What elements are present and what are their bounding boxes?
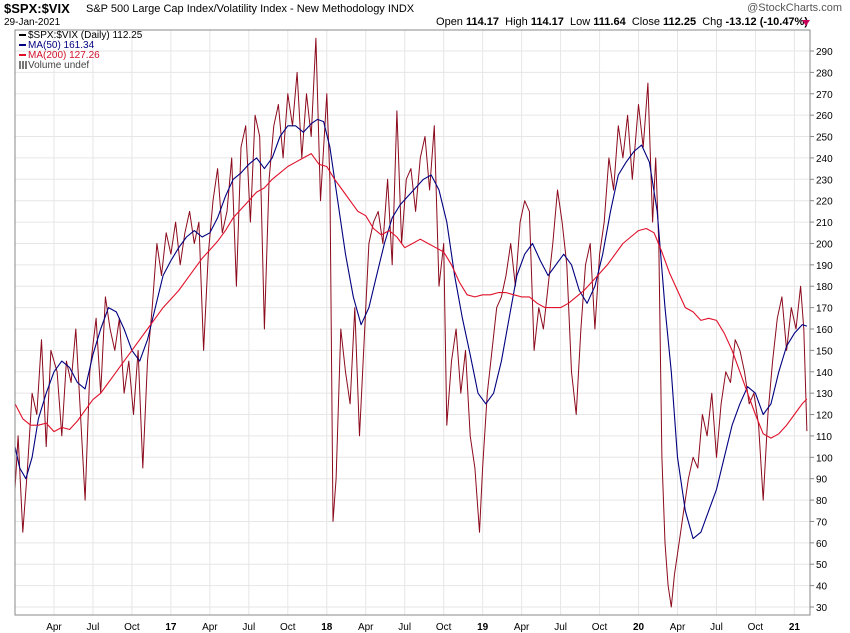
x-axis: Apr Jul Oct 17 Apr Jul Oct 18 Apr Jul Oct 19 Apr Jul O… (46, 622, 800, 633)
x-tick-label: 21 (789, 622, 801, 633)
x-tick-label: Jul (87, 622, 100, 633)
x-tick-label: Jul (242, 622, 255, 633)
y-tick-label: 70 (816, 517, 828, 528)
ohlc-readout: Open 114.17 High 114.17 Low 111.64 Close… (436, 16, 808, 28)
y-axis: 30 40 50 60 70 80 90 100 110 120 130 140 150 160 170 18… (810, 47, 833, 614)
x-tick-label: Oct (280, 622, 296, 633)
open-value: 114.17 (466, 16, 500, 28)
x-tick-label: 19 (477, 622, 489, 633)
y-tick-label: 170 (816, 304, 833, 315)
high-label: High (505, 16, 528, 28)
y-tick-label: 100 (816, 453, 833, 464)
y-tick-label: 80 (816, 496, 828, 507)
x-tick-label: Jul (398, 622, 411, 633)
x-tick-label: 18 (321, 622, 333, 633)
y-tick-label: 110 (816, 432, 832, 443)
ma50-line (14, 118, 808, 540)
series-lines (14, 37, 808, 608)
y-tick-label: 140 (816, 368, 833, 379)
y-tick-label: 160 (816, 325, 833, 336)
x-tick-label: Apr (202, 622, 218, 633)
chg-value: -13.12 (-10.47%) (725, 16, 808, 28)
y-tick-label: 230 (816, 175, 833, 186)
legend-price-label: $SPX:$VIX (Daily) 112.25 (28, 30, 143, 41)
y-tick-label: 150 (816, 346, 833, 357)
ma200-line (14, 153, 808, 439)
x-tick-label: Apr (358, 622, 374, 633)
plot-frame (14, 29, 811, 616)
x-tick-label: Oct (592, 622, 608, 633)
y-tick-label: 260 (816, 111, 833, 122)
open-label: Open (436, 16, 463, 28)
y-tick-label: 210 (816, 218, 833, 229)
x-tick-label: Apr (670, 622, 686, 633)
legend-ma200[interactable]: MA(200) 127.26 (19, 51, 142, 61)
gridlines (15, 30, 810, 615)
y-tick-label: 60 (816, 539, 828, 550)
y-tick-label: 40 (816, 582, 828, 593)
stockcharts-logo: @StockCharts.com (747, 2, 842, 14)
chg-label: Chg (702, 16, 723, 28)
x-tick-label: Oct (124, 622, 140, 633)
y-tick-label: 190 (816, 261, 833, 272)
legend-volume-label: Volume undef (28, 60, 90, 71)
legend-ma200-label: MA(200) 127.26 (28, 50, 100, 61)
x-tick-label: Oct (436, 622, 452, 633)
high-value: 114.17 (530, 16, 564, 28)
y-tick-label: 120 (816, 411, 833, 422)
close-label: Close (631, 16, 660, 28)
y-tick-label: 220 (816, 197, 833, 208)
legend-ma50-label: MA(50) 161.34 (28, 40, 95, 51)
volume-bars-icon (19, 61, 27, 69)
down-arrow-icon (802, 20, 810, 26)
y-tick-label: 30 (816, 603, 828, 614)
legend-volume[interactable]: Volume undef (19, 61, 142, 71)
ticker-symbol: $SPX:$VIX (4, 1, 70, 16)
x-tick-label: 20 (633, 622, 645, 633)
y-tick-label: 250 (816, 133, 833, 144)
low-label: Low (570, 16, 591, 28)
chart-legend: $SPX:$VIX (Daily) 112.25 MA(50) 161.34 M… (19, 31, 142, 71)
legend-price[interactable]: $SPX:$VIX (Daily) 112.25 (19, 31, 142, 41)
y-tick-label: 290 (816, 47, 833, 58)
close-value: 112.25 (663, 16, 697, 28)
legend-ma50[interactable]: MA(50) 161.34 (19, 41, 142, 51)
chart-date: 29-Jan-2021 (4, 17, 61, 28)
x-tick-label: Apr (46, 622, 62, 633)
y-tick-label: 130 (816, 389, 833, 400)
y-tick-label: 270 (816, 90, 833, 101)
x-tick-label: 17 (165, 622, 177, 633)
y-tick-label: 280 (816, 68, 833, 79)
low-value: 111.64 (593, 16, 626, 28)
y-tick-label: 90 (816, 475, 828, 486)
y-tick-label: 200 (816, 239, 833, 250)
y-tick-label: 180 (816, 282, 833, 293)
ticker-description: S&P 500 Large Cap Index/Volatility Index… (86, 3, 415, 15)
x-tick-label: Apr (514, 622, 530, 633)
x-tick-label: Oct (748, 622, 764, 633)
y-tick-label: 240 (816, 154, 833, 165)
x-tick-label: Jul (710, 622, 723, 633)
x-tick-label: Jul (554, 622, 567, 633)
y-tick-label: 50 (816, 560, 828, 571)
